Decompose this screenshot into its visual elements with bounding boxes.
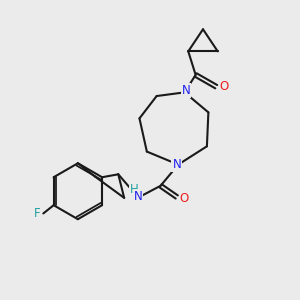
Text: H: H [130, 183, 138, 196]
Text: N: N [134, 190, 142, 203]
Text: F: F [34, 207, 40, 220]
Text: N: N [182, 84, 190, 98]
Text: O: O [220, 80, 229, 93]
Text: N: N [172, 158, 181, 171]
Text: O: O [179, 192, 189, 205]
